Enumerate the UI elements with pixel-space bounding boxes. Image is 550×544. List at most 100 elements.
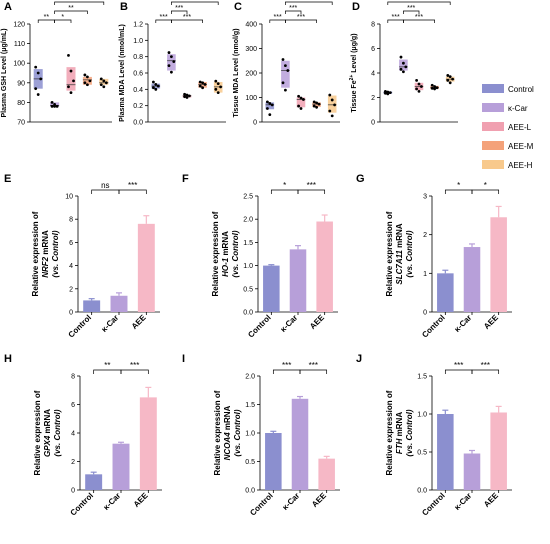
y-axis-label-line: (vs. Control)	[53, 409, 62, 456]
data-point	[399, 55, 403, 59]
panel-letter: I	[182, 353, 185, 365]
bracket-line	[93, 369, 122, 374]
data-point	[99, 83, 103, 87]
significance-bracket: ***	[118, 181, 147, 194]
y-tick-label: 400	[245, 22, 257, 29]
significance-bracket: ***	[444, 361, 473, 374]
bar-3	[139, 397, 157, 490]
y-tick-label: 0	[69, 310, 73, 317]
data-point	[268, 113, 272, 117]
bar-1	[265, 433, 282, 490]
significance-label: *	[61, 14, 64, 21]
data-point	[430, 86, 434, 90]
data-point	[268, 101, 272, 105]
bar-1	[263, 265, 280, 312]
y-tick-label: 70	[17, 120, 25, 127]
bracket-line	[171, 10, 188, 14]
y-axis-label-line: GPX4 mRNA	[43, 409, 52, 457]
significance-bracket: **	[37, 14, 55, 23]
data-point	[50, 101, 54, 104]
data-point	[86, 83, 89, 87]
bracket-line	[285, 1, 333, 5]
data-point	[330, 114, 334, 118]
data-point	[297, 94, 300, 98]
data-point	[214, 87, 218, 91]
y-tick-label: 300	[245, 46, 257, 53]
y-axis-label-line: NCOA4 mRNA	[223, 405, 232, 460]
x-tick-label: κ-Car	[453, 491, 474, 512]
data-point	[86, 75, 89, 79]
panel-letter: F	[182, 173, 189, 185]
y-label-part: GPX4	[43, 435, 52, 457]
y-axis-label: Tissue MDA Level (nmol/g)	[233, 28, 240, 117]
box-5	[327, 95, 337, 113]
significance-label: **	[68, 5, 74, 12]
significance-bracket: *	[471, 181, 500, 194]
x-tick-label: Control	[246, 313, 272, 339]
y-label-part: (vs. Control)	[231, 230, 240, 277]
y-axis-label: Plasma GSH Level (μg/mL)	[1, 28, 8, 117]
y-tick-label: 6	[371, 46, 375, 53]
y-tick-label: 0	[423, 310, 427, 317]
y-label-part: NCOA4	[223, 432, 232, 461]
significance-label: **	[416, 0, 422, 3]
y-label-part: Relative expression of	[31, 211, 40, 296]
data-point	[167, 64, 171, 68]
significance-bracket: *	[270, 181, 299, 194]
bracket-line	[285, 10, 302, 14]
box-2	[281, 60, 290, 88]
y-tick-label: 120	[13, 22, 25, 29]
bar-2	[463, 247, 481, 312]
data-point	[328, 93, 332, 97]
y-tick-label: 1.0	[243, 263, 253, 270]
significance-label: ***	[282, 361, 291, 370]
panel-letter: H	[4, 353, 12, 365]
data-point	[55, 104, 59, 108]
significance-label: ***	[407, 5, 415, 12]
y-tick-label: 4	[71, 431, 75, 438]
y-tick-label: 8	[69, 217, 73, 224]
significance-bracket: **	[54, 5, 88, 14]
box-5	[213, 81, 223, 93]
y-axis-label-line: Relative expression of	[385, 211, 394, 296]
legend-item: AEE-M	[482, 141, 534, 151]
data-point	[386, 92, 390, 96]
data-point	[312, 100, 316, 104]
panel-i: I 0.0 0.5 1.0 1.5 2.0 Control κ-Car AEE Relative …	[182, 353, 340, 518]
bracket-line	[403, 10, 420, 14]
y-tick-label: 8	[71, 374, 75, 381]
significance-label: ***	[415, 14, 423, 21]
y-label-superscript: 2+	[349, 75, 355, 81]
x-tick-label: AEE	[482, 491, 500, 509]
y-label-part: Tissue Fe	[351, 80, 358, 112]
data-point	[102, 85, 106, 89]
x-tick-label: Control	[248, 491, 274, 517]
legend-swatch	[482, 141, 504, 150]
data-point	[265, 100, 269, 104]
bracket-line	[171, 19, 203, 23]
legend-label: κ-Car	[508, 104, 528, 113]
significance-bracket: ***	[171, 14, 203, 23]
data-point	[214, 79, 218, 83]
bracket-line	[270, 189, 299, 194]
x-tick-label: κ-Car	[102, 491, 123, 512]
significance-label: ***	[289, 5, 297, 12]
significance-label: ***	[392, 14, 400, 21]
y-label-part: Relative expression of	[33, 390, 42, 475]
y-tick-label: 6	[71, 402, 75, 409]
bracket-line	[54, 19, 72, 23]
data-point	[446, 74, 450, 77]
x-tick-label: Control	[69, 491, 95, 517]
panel-b: B 0.0 0.2 0.4 0.6 0.8 1.0 1.2 Plasma MDA Level (…	[119, 0, 226, 127]
box-2	[167, 54, 176, 71]
data-point	[281, 81, 285, 85]
significance-label: ***	[130, 361, 139, 370]
data-point	[102, 79, 106, 83]
y-label-part: (vs. Control)	[51, 230, 60, 277]
data-point	[69, 91, 73, 94]
panel-g: G 0 1 2 3 Control κ-Car AEE Relative expression …	[356, 173, 512, 340]
legend-swatch	[482, 122, 504, 131]
significance-bracket: *	[54, 14, 72, 23]
data-point	[154, 87, 158, 91]
